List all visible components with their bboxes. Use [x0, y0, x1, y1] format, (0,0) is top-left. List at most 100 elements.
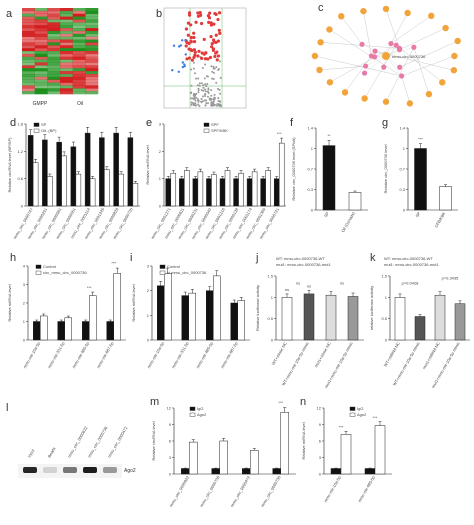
volcano-point-ns [202, 86, 205, 89]
volcano-point-ns [212, 100, 215, 103]
volcano-point-ns [217, 97, 220, 100]
heatmap-cell [60, 39, 73, 43]
volcano-point-up [198, 10, 202, 15]
bar [189, 441, 198, 475]
heatmap-cell [72, 71, 86, 75]
heatmap-cell [34, 65, 48, 69]
x-tick-label: mmu-mir-10a-5p [22, 340, 41, 369]
heatmap-cell [60, 85, 73, 89]
heatmap-cell [22, 82, 35, 86]
bar [414, 148, 427, 211]
volcano-point-up [214, 40, 218, 44]
volcano-point-up [215, 50, 219, 54]
y-tick-label: 1 [159, 176, 162, 181]
x-tick-label: mmu_circ_0000736 [260, 474, 282, 508]
volcano-point-ns [206, 75, 209, 78]
volcano-point-ns [207, 102, 210, 105]
bar [188, 292, 196, 341]
heatmap-cell [22, 13, 35, 17]
heatmap-cell [34, 51, 48, 55]
volcano-point-ns [202, 84, 205, 87]
volcano-point-ns [204, 83, 207, 86]
heatmap-cell [22, 91, 35, 95]
heatmap-cell [60, 45, 73, 49]
network-edge [401, 75, 411, 104]
heatmap-cell [34, 88, 48, 92]
y-tick-label: 1.4 [399, 126, 405, 131]
heatmap-cell [60, 62, 73, 66]
heatmap-cell [72, 10, 86, 15]
volcano-point-down [177, 70, 180, 74]
heatmap-cell [85, 45, 99, 49]
bar [181, 295, 189, 341]
volcano-point-up [189, 35, 193, 40]
volcano-point-ns [196, 98, 199, 101]
chart-k: 0 0.5 1 1.5 relative luciferase activity WT+m… [369, 256, 470, 389]
bar [219, 178, 226, 207]
y-tick-label: 0 [403, 208, 406, 213]
heatmap-cell [22, 28, 35, 32]
volcano-point-ns [190, 91, 193, 94]
volcano-point-ns [190, 84, 193, 87]
heatmap-cell [22, 65, 35, 69]
bar [364, 468, 376, 475]
network-edge [413, 47, 430, 95]
heatmap-cell [34, 68, 48, 72]
mirna-node [393, 42, 399, 48]
mirna-node [359, 41, 365, 47]
legend-swatch [159, 264, 166, 269]
volcano-point-up [186, 33, 190, 37]
heatmap-cell [22, 79, 35, 83]
heatmap-cell [85, 68, 99, 72]
y-tick-label: 0.7 [307, 167, 313, 172]
volcano-point-up [203, 57, 208, 61]
volcano-point-up [197, 49, 201, 53]
volcano-point-ns [195, 77, 198, 80]
heatmap-cell [34, 73, 48, 78]
y-tick-label: 1 [271, 295, 274, 300]
significance-mark: *** [418, 136, 423, 141]
bar [47, 176, 53, 207]
heatmap-cell [34, 25, 48, 29]
volcano-point-ns [212, 65, 215, 68]
heatmap-cell [72, 76, 86, 80]
volcano-point-ns [201, 66, 204, 69]
heatmap-cell [34, 42, 48, 46]
bar [127, 137, 134, 207]
volcano-point-ns [190, 68, 193, 71]
y-tick-label: 0 [21, 204, 24, 209]
network-edge [344, 55, 372, 93]
bar [61, 155, 67, 207]
volcano-point-ns [213, 93, 216, 96]
network-edge [399, 27, 446, 50]
volcano-point-up [216, 39, 220, 43]
mirna-node [363, 63, 369, 69]
volcano-point-ns [213, 97, 216, 100]
legend-swatch [203, 122, 210, 127]
volcano-point-up [216, 17, 220, 22]
volcano-frame [163, 7, 247, 109]
bar [27, 135, 34, 207]
bar [89, 178, 96, 207]
network-edge [341, 16, 363, 45]
bar [238, 172, 244, 207]
significance-mark: *** [373, 415, 378, 420]
circrna-node [406, 100, 414, 107]
volcano-point-up [210, 42, 214, 46]
heatmap-cell [85, 76, 99, 80]
mirna-node [372, 48, 378, 54]
volcano-point-ns [194, 72, 197, 75]
volcano-point-up [187, 11, 192, 15]
y-tick-label: 0 [159, 204, 162, 209]
bar [348, 192, 362, 211]
volcano-plot [163, 7, 247, 109]
x-tick-label: mmu-mir-10a-5p [323, 474, 342, 503]
heatmap-cell [72, 42, 86, 46]
volcano-point-up [202, 37, 206, 42]
heatmap-cell [85, 36, 99, 40]
volcano-point-ns [204, 104, 207, 107]
x-tick-label: mmu_circ_0000622 [168, 474, 190, 508]
title-mut: mut1: mmu-circ-0000736-mut1 [384, 262, 439, 267]
volcano-point-up [208, 11, 212, 15]
